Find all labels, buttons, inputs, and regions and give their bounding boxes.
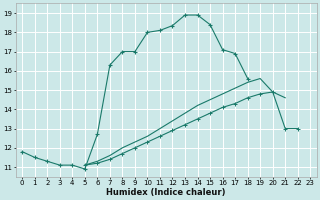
X-axis label: Humidex (Indice chaleur): Humidex (Indice chaleur) bbox=[107, 188, 226, 197]
